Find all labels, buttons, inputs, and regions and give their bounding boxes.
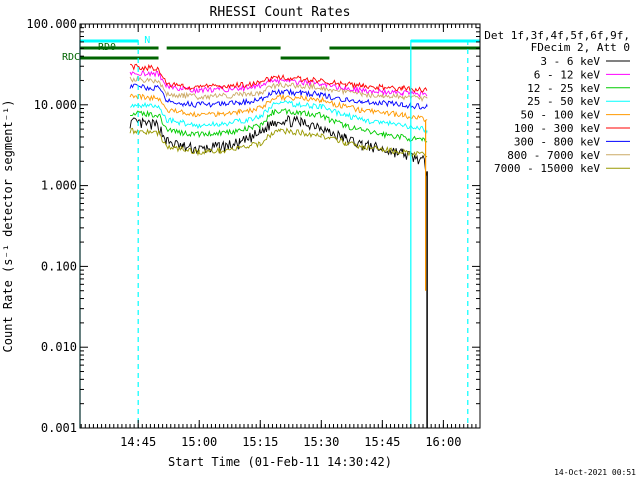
series-line: [129, 114, 428, 177]
legend-header-line: FDecim 2, Att 0: [531, 41, 630, 54]
series-line: [129, 93, 428, 123]
x-tick-label: 16:00: [425, 435, 461, 449]
y-tick-label: 10.000: [34, 98, 77, 112]
legend-label: 50 - 100 keV: [521, 109, 601, 122]
legend-label: 800 - 7000 keV: [507, 149, 600, 162]
legend-label: 6 - 12 keV: [534, 68, 601, 81]
legend-label: 3 - 6 keV: [540, 55, 600, 68]
footer-date: 14-Oct-2021 00:51: [554, 468, 636, 477]
y-tick-label: 0.100: [41, 259, 77, 273]
chart-title: RHESSI Count Rates: [210, 5, 351, 20]
y-tick-label: 0.001: [41, 421, 77, 435]
series-line: [129, 75, 428, 103]
series-line: [129, 100, 428, 134]
flag-label: RDC: [62, 52, 80, 63]
flag-label: RD0: [98, 42, 116, 53]
legend-label: 25 - 50 keV: [527, 95, 600, 108]
x-tick-label: 15:15: [242, 435, 278, 449]
legend-label: 12 - 25 keV: [527, 82, 600, 95]
series-line: [129, 83, 428, 110]
legend-label: 7000 - 15000 keV: [494, 162, 600, 175]
x-tick-label: 15:45: [364, 435, 400, 449]
x-tick-label: 15:00: [181, 435, 217, 449]
legend-label: 300 - 800 keV: [514, 135, 600, 148]
legend-header-line: Det 1f,3f,4f,5f,6f,9f,: [484, 29, 630, 42]
x-tick-label: 15:30: [303, 435, 339, 449]
series-line: [129, 127, 428, 158]
flag-label: N: [144, 35, 150, 46]
legend-label: 100 - 300 keV: [514, 122, 600, 135]
y-tick-label: 100.000: [26, 17, 77, 31]
y-tick-label: 0.010: [41, 340, 77, 354]
y-tick-label: 1.000: [41, 179, 77, 193]
series-line: [130, 63, 428, 93]
x-axis-label: Start Time (01-Feb-11 14:30:42): [168, 455, 392, 469]
plot-frame: [79, 23, 481, 429]
y-axis-label: Count Rate (s⁻¹ detector segment⁻¹): [1, 100, 15, 353]
x-tick-label: 14:45: [120, 435, 156, 449]
series-line: [130, 108, 428, 143]
